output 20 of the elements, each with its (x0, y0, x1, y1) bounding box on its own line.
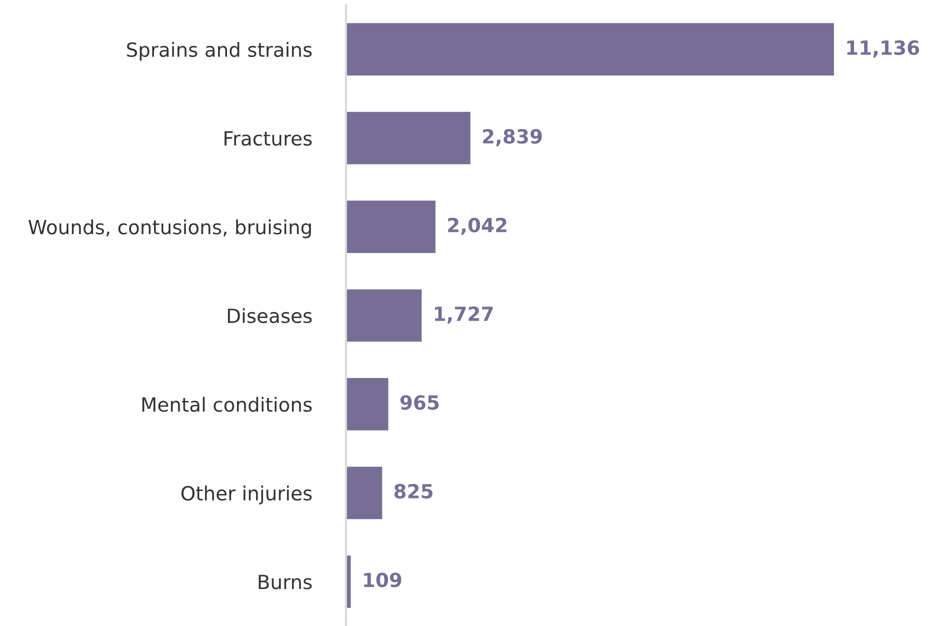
y-tick-label: Fractures (224, 131, 312, 146)
bar (346, 200, 436, 253)
data-label: 11,136 (847, 40, 920, 58)
y-tick-label: Diseases (228, 308, 312, 324)
y-tick-label: Sprains and strains (127, 42, 312, 61)
bar (346, 112, 470, 164)
data-label: 1,727 (434, 306, 493, 324)
data-label: 965 (400, 395, 439, 410)
bar (346, 23, 834, 76)
data-label: 2,839 (483, 129, 542, 146)
bar (346, 466, 382, 520)
data-label: 109 (364, 572, 402, 588)
data-label: 2,042 (448, 218, 506, 235)
y-tick-label: Mental conditions (142, 396, 312, 412)
bar (346, 289, 422, 342)
y-tick-label: Wounds, contusions, bruising (28, 219, 311, 238)
y-tick-label: Other injuries (181, 486, 312, 504)
data-label: 825 (394, 484, 432, 499)
bar (346, 378, 388, 430)
y-tick-label: Burns (258, 574, 312, 590)
